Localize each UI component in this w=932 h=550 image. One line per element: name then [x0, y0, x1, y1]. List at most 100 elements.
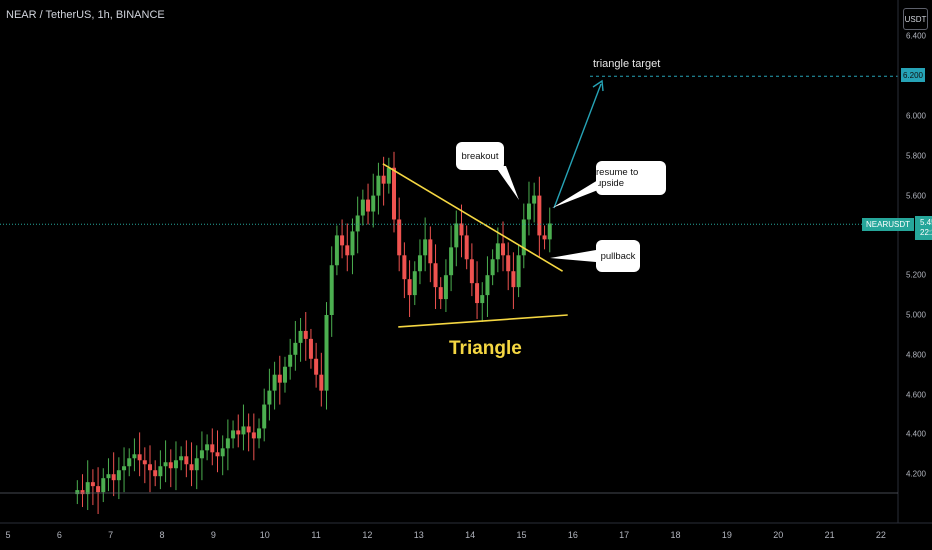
time-axis-label: 12 [362, 530, 373, 540]
candle-body [293, 342, 298, 355]
time-axis-label: 6 [56, 530, 62, 540]
candle-body [360, 199, 365, 216]
candle-body [329, 265, 334, 315]
price-axis-label: 6.000 [905, 111, 926, 121]
candle-body [111, 474, 116, 481]
candle-body [345, 245, 350, 256]
candle-body [194, 458, 199, 471]
candle-body [158, 466, 163, 477]
candle-body [371, 195, 376, 212]
target-arrow [553, 83, 602, 209]
target-price-tag: 6.200 [901, 68, 925, 82]
candle-body [334, 235, 339, 266]
time-axis-label: 19 [721, 530, 732, 540]
candle-body [246, 426, 251, 433]
candle-body [511, 271, 516, 288]
candle-body [386, 167, 391, 184]
candle-body [163, 462, 168, 467]
candle-body [137, 454, 142, 461]
candle-body [96, 486, 101, 493]
time-axis-label: 14 [465, 530, 476, 540]
breakout-callout: breakout [456, 142, 504, 170]
price-axis-label: 5.200 [905, 270, 926, 280]
candle-body [277, 374, 282, 383]
time-axis-label: 16 [567, 530, 578, 540]
candle-body [267, 390, 272, 405]
price-axis-label: 5.000 [905, 310, 926, 320]
time-axis-label: 10 [259, 530, 270, 540]
candle-body [355, 215, 360, 232]
candle-body [288, 354, 293, 367]
price-axis-label: 4.400 [905, 429, 926, 439]
candle-body [340, 235, 345, 246]
last-price-value-box: 5.456 22:22 [915, 216, 932, 240]
candle-body [506, 255, 511, 272]
candle-body [85, 482, 90, 495]
candle-body [443, 275, 448, 300]
candle-body [142, 460, 147, 465]
time-axis-label: 9 [210, 530, 216, 540]
candle-body [407, 279, 412, 296]
candle-body [526, 203, 531, 220]
price-axis-label: 4.600 [905, 390, 926, 400]
candle-body [475, 283, 480, 304]
candle-body [101, 478, 106, 493]
candle-body [412, 271, 417, 296]
last-price-tag: NEARUSDT 5.456 22:22 [862, 216, 932, 240]
candle-body [366, 199, 371, 212]
candle-body [391, 167, 396, 220]
price-axis-label: 5.600 [905, 191, 926, 201]
candle-body [542, 235, 547, 240]
candle-body [116, 470, 121, 481]
candle-body [215, 452, 220, 457]
candle-body [350, 231, 355, 256]
time-axis-label: 15 [516, 530, 527, 540]
candle-body [236, 430, 241, 435]
time-axis-label: 7 [108, 530, 114, 540]
candle-body [428, 239, 433, 264]
candle-body [241, 426, 246, 435]
candle-body [173, 460, 178, 469]
time-axis-label: 22 [875, 530, 886, 540]
time-axis-label: 11 [311, 530, 321, 540]
candle-body [480, 295, 485, 304]
candle-body [272, 374, 277, 391]
currency-badge[interactable]: USDT [903, 8, 928, 30]
last-price-countdown: 22:22 [920, 228, 932, 237]
candle-body [262, 404, 267, 429]
pullback-callout: pullback [596, 240, 640, 272]
resume-pointer [552, 180, 598, 208]
candle-body [189, 464, 194, 471]
candle-body [179, 456, 184, 461]
candle-body [469, 259, 474, 284]
candle-body [106, 474, 111, 479]
time-axis-label: 8 [159, 530, 165, 540]
candle-body [231, 430, 236, 439]
time-axis-label: 17 [619, 530, 630, 540]
candle-body [168, 462, 173, 469]
time-axis-label: 18 [670, 530, 681, 540]
candle-body [423, 239, 428, 256]
candle-body [122, 466, 127, 471]
candle-body [205, 444, 210, 451]
candle-body [417, 255, 422, 272]
candle-body [127, 458, 132, 467]
candle-body [376, 175, 381, 196]
candle-body [485, 275, 490, 296]
lower-trendline [398, 314, 568, 328]
candle-body [210, 444, 215, 453]
candle-body [298, 330, 303, 343]
price-axis-label: 6.400 [905, 31, 926, 41]
candle-body [90, 482, 95, 487]
candle-body [495, 243, 500, 260]
candle-body [516, 255, 521, 288]
candle-body [220, 448, 225, 457]
breakout-pointer [495, 166, 519, 200]
candle-body [148, 464, 153, 471]
symbol-title: NEAR / TetherUS, 1h, BINANCE [6, 9, 165, 21]
candle-body [521, 219, 526, 256]
candle-body [438, 287, 443, 300]
candle-body [402, 255, 407, 280]
time-axis-label: 5 [5, 530, 11, 540]
